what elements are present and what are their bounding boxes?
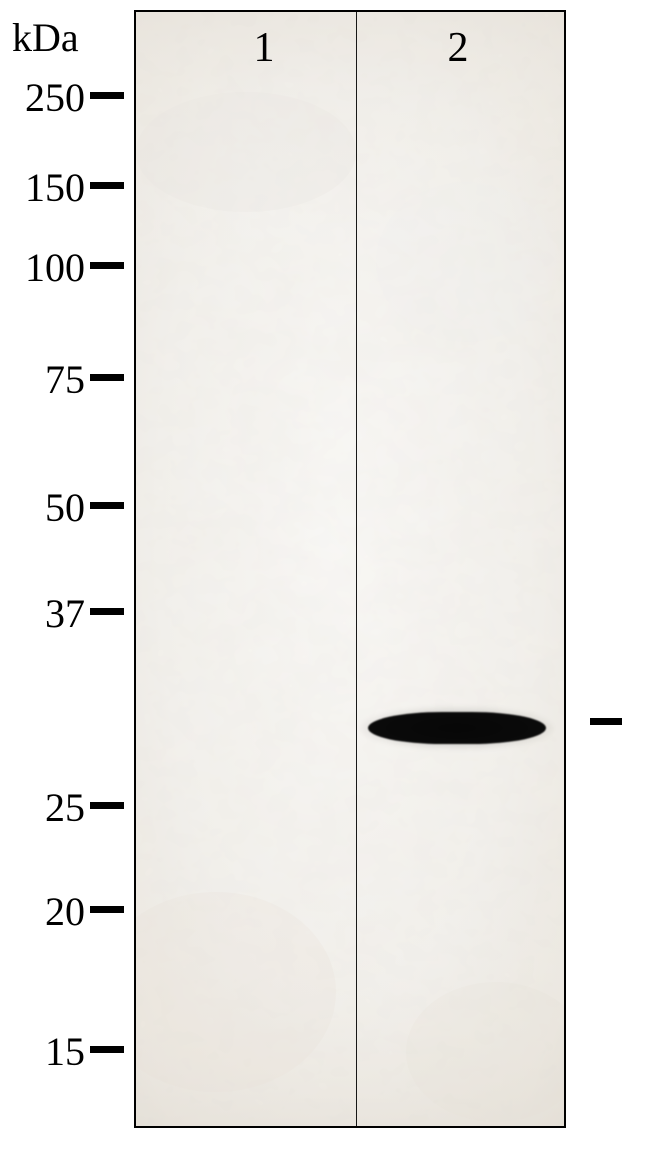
lane-divider xyxy=(356,12,357,1126)
western-blot-figure: kDa 250 150 100 75 50 37 25 20 15 xyxy=(0,0,650,1162)
ladder-label-250: 250 xyxy=(25,74,85,121)
ladder-tick-15 xyxy=(90,1046,124,1053)
target-size-indicator xyxy=(590,718,622,725)
ladder-label-20: 20 xyxy=(45,888,85,935)
ladder-label-25: 25 xyxy=(45,784,85,831)
lane-label-1: 1 xyxy=(244,24,284,72)
ladder-label-100: 100 xyxy=(25,244,85,291)
ladder-label-50: 50 xyxy=(45,484,85,531)
ladder-tick-75 xyxy=(90,374,124,381)
ladder-tick-25 xyxy=(90,802,124,809)
ladder-label-15: 15 xyxy=(45,1028,85,1075)
ladder-tick-150 xyxy=(90,182,124,189)
band-halo xyxy=(360,706,554,750)
membrane-background xyxy=(136,12,566,1128)
ladder-tick-50 xyxy=(90,502,124,509)
ladder-label-37: 37 xyxy=(45,590,85,637)
ladder-label-75: 75 xyxy=(45,356,85,403)
lane-label-2: 2 xyxy=(438,24,478,72)
ladder-tick-37 xyxy=(90,608,124,615)
ladder-tick-250 xyxy=(90,92,124,99)
ladder-label-150: 150 xyxy=(25,164,85,211)
ladder-tick-100 xyxy=(90,262,124,269)
axis-title: kDa xyxy=(12,14,79,61)
ladder-tick-20 xyxy=(90,906,124,913)
blot-frame: 1 2 xyxy=(134,10,566,1128)
